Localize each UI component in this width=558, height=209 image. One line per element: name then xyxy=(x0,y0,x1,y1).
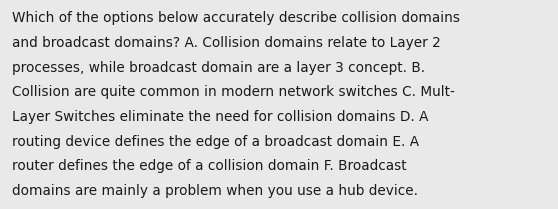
Text: processes, while broadcast domain are a layer 3 concept. B.: processes, while broadcast domain are a … xyxy=(12,61,425,75)
Text: Collision are quite common in modern network switches C. Mult-: Collision are quite common in modern net… xyxy=(12,85,455,99)
Text: routing device defines the edge of a broadcast domain E. A: routing device defines the edge of a bro… xyxy=(12,135,420,149)
Text: domains are mainly a problem when you use a hub device.: domains are mainly a problem when you us… xyxy=(12,184,418,198)
Text: Layer Switches eliminate the need for collision domains D. A: Layer Switches eliminate the need for co… xyxy=(12,110,429,124)
Text: and broadcast domains? A. Collision domains relate to Layer 2: and broadcast domains? A. Collision doma… xyxy=(12,36,441,50)
Text: Which of the options below accurately describe collision domains: Which of the options below accurately de… xyxy=(12,11,460,25)
Text: router defines the edge of a collision domain F. Broadcast: router defines the edge of a collision d… xyxy=(12,159,407,173)
